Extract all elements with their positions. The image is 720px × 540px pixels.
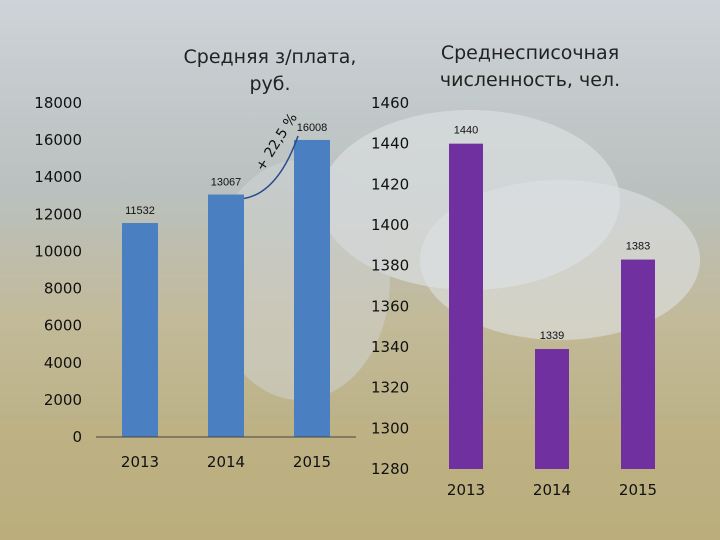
staff-bar [535,349,569,469]
salary-ytick-label: 16000 [34,131,82,149]
staff-ytick-label: 1460 [371,94,409,112]
staff-title-line1: Среднесписочная [440,42,620,64]
staff-ytick-label: 1360 [371,297,409,315]
salary-ytick-label: 18000 [34,94,82,112]
growth-annotation: + 22,5 % [253,110,301,174]
salary-data-label: 13067 [211,177,242,189]
salary-category-label: 2014 [207,453,245,471]
staff-data-label: 1339 [540,330,564,342]
salary-ytick-label: 2000 [44,391,82,409]
salary-title-line2: руб. [249,73,291,95]
salary-bar [122,223,158,437]
staff-category-label: 2015 [619,481,657,499]
staff-category-label: 2013 [447,481,485,499]
salary-bar [208,194,244,437]
staff-chart-title: Среднесписочная численность, чел. [410,40,650,94]
salary-ytick-label: 0 [72,428,82,446]
staff-ytick-label: 1380 [371,257,409,275]
salary-chart: 0 2000 4000 6000 8000 10000 12000 14000 16000 180… [34,94,356,471]
staff-chart: 1280 1300 1320 1340 1360 1380 1400 1420 1440 1460… [371,94,657,499]
staff-ytick-label: 1340 [371,338,409,356]
salary-title-line1: Средняя з/плата, [183,46,357,68]
salary-data-label: 16008 [297,122,328,134]
staff-title-line2: численность, чел. [439,69,621,91]
staff-ytick-label: 1400 [371,216,409,234]
staff-ytick-label: 1320 [371,379,409,397]
salary-ytick-label: 14000 [34,168,82,186]
salary-ytick-label: 4000 [44,354,82,372]
salary-category-label: 2013 [121,453,159,471]
staff-ytick-label: 1420 [371,175,409,193]
salary-bar [294,139,330,438]
staff-category-label: 2014 [533,481,571,499]
staff-ytick-label: 1440 [371,135,409,153]
salary-ytick-label: 8000 [44,280,82,298]
salary-ytick-label: 10000 [34,242,82,260]
staff-ytick-label: 1280 [371,460,409,478]
staff-bar [621,259,655,469]
staff-bar [449,143,483,469]
salary-category-label: 2015 [293,453,331,471]
growth-arrow [243,135,299,200]
salary-chart-title: Средняя з/плата, руб. [150,44,390,98]
salary-data-label: 11532 [125,205,155,217]
salary-ytick-label: 12000 [34,205,82,223]
staff-data-label: 1440 [454,125,478,137]
staff-ytick-label: 1300 [371,419,409,437]
salary-ytick-label: 6000 [44,317,82,335]
staff-data-label: 1383 [626,241,650,253]
